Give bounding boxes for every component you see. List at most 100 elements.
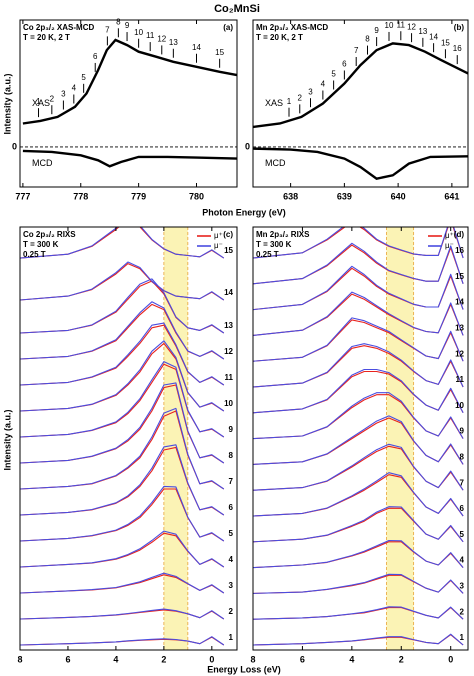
spectrum — [253, 368, 464, 414]
spectrum-label: 2 — [229, 607, 234, 616]
spectrum — [20, 572, 225, 594]
marker-label: 10 — [134, 28, 143, 37]
spectrum — [253, 415, 464, 465]
spectrum-label: 13 — [455, 324, 464, 333]
legend-label: μ⁻ — [445, 241, 454, 250]
marker-label: 15 — [215, 48, 224, 57]
spectrum — [253, 506, 464, 543]
spectrum-label: 8 — [229, 451, 234, 460]
spectrum-label: 2 — [460, 607, 465, 616]
x-tick-label: 638 — [283, 191, 298, 201]
legend-label: μ⁺ — [445, 231, 454, 240]
spectrum-label: 3 — [229, 581, 234, 590]
marker-label: 14 — [192, 43, 201, 52]
spectrum-label: 4 — [229, 555, 234, 564]
spectrum — [253, 227, 464, 259]
x-axis-label: Photon Energy (eV) — [202, 207, 286, 217]
spectrum — [253, 242, 464, 285]
spectrum — [20, 608, 225, 620]
marker-label: 7 — [354, 46, 359, 55]
spectrum-label: 13 — [224, 321, 233, 330]
marker-label: 13 — [418, 27, 427, 36]
marker-label: 2 — [298, 93, 303, 102]
marker-label: 12 — [407, 22, 416, 31]
y-axis-label: Intensity (a.u.) — [2, 73, 12, 134]
marker-label: 9 — [374, 26, 379, 35]
spectrum-label: 15 — [455, 272, 464, 281]
panel-frame — [19, 19, 238, 188]
spectrum-label: 14 — [224, 288, 233, 297]
highlight-band — [386, 227, 414, 650]
spectrum — [253, 394, 464, 440]
x-tick-label: 6 — [65, 654, 70, 664]
spectrum-label: 10 — [455, 401, 464, 410]
panel-label: (d) — [454, 230, 465, 239]
marker-label: 15 — [441, 38, 450, 47]
x-tick-label: 0 — [209, 654, 214, 664]
marker-label: 8 — [365, 35, 370, 44]
spectrum — [20, 340, 225, 412]
spectrum-label: 5 — [460, 530, 465, 539]
spectrum — [253, 539, 464, 569]
x-tick-label: 2 — [399, 654, 404, 664]
marker-label: 1 — [287, 97, 292, 106]
plot-area — [253, 227, 464, 650]
spectrum — [20, 363, 225, 438]
spectrum — [253, 443, 464, 491]
x-tick-label: 6 — [300, 654, 305, 664]
spectrum — [253, 345, 464, 388]
spectrum-label: 6 — [460, 504, 465, 513]
panel-frame — [252, 19, 469, 188]
marker-label: 8 — [116, 17, 121, 26]
spectrum — [20, 227, 225, 259]
panel-label: (b) — [454, 23, 465, 32]
spectrum-label: 1 — [460, 633, 465, 642]
spectrum-label: 5 — [229, 529, 234, 538]
spectrum — [253, 472, 464, 517]
series-label: MCD — [265, 158, 286, 168]
x-tick-label: 778 — [73, 191, 88, 201]
spectrum — [253, 417, 464, 465]
spectrum — [253, 291, 464, 336]
marker-label: 11 — [146, 31, 155, 40]
spectrum — [20, 382, 225, 464]
spectrum-label: 9 — [229, 425, 234, 434]
spectrum — [20, 407, 225, 490]
spectrum — [253, 606, 464, 620]
spectrum-label: 1 — [229, 633, 234, 642]
spectrum — [20, 485, 225, 542]
panel-label: (a) — [223, 23, 233, 32]
y-axis-label: Intensity (a.u.) — [2, 409, 12, 470]
x-tick-label: 8 — [17, 654, 22, 664]
x-tick-label: 777 — [15, 191, 30, 201]
y-tick-label: 0 — [12, 141, 17, 151]
curve — [252, 147, 469, 180]
x-tick-label: 4 — [113, 654, 118, 664]
x-tick-label: 2 — [161, 654, 166, 664]
curve — [22, 38, 238, 125]
spectrum-label: 12 — [224, 347, 233, 356]
panel-text: T = 20 K, 2 T — [23, 33, 70, 42]
spectrum — [20, 384, 225, 464]
spectrum-label: 16 — [455, 246, 464, 255]
spectrum — [20, 446, 225, 516]
spectrum — [253, 293, 464, 336]
spectrum — [253, 244, 464, 285]
marker-label: 14 — [429, 32, 438, 41]
x-tick-label: 641 — [444, 191, 459, 201]
spectrum — [20, 410, 225, 490]
x-tick-label: 780 — [189, 191, 204, 201]
panel-frame — [19, 226, 238, 651]
marker-label: 12 — [157, 35, 166, 44]
marker-label: 11 — [397, 20, 406, 29]
spectrum — [20, 636, 225, 646]
marker-label: 6 — [342, 60, 347, 69]
spectrum-label: 4 — [460, 556, 465, 565]
x-tick-label: 779 — [131, 191, 146, 201]
panel-text: 0.25 T — [23, 250, 46, 259]
spectrum — [253, 267, 464, 311]
marker-label: 3 — [308, 87, 313, 96]
spectrum — [20, 322, 225, 386]
panel-text: Co 2p₃/₂ RIXS — [23, 230, 76, 239]
